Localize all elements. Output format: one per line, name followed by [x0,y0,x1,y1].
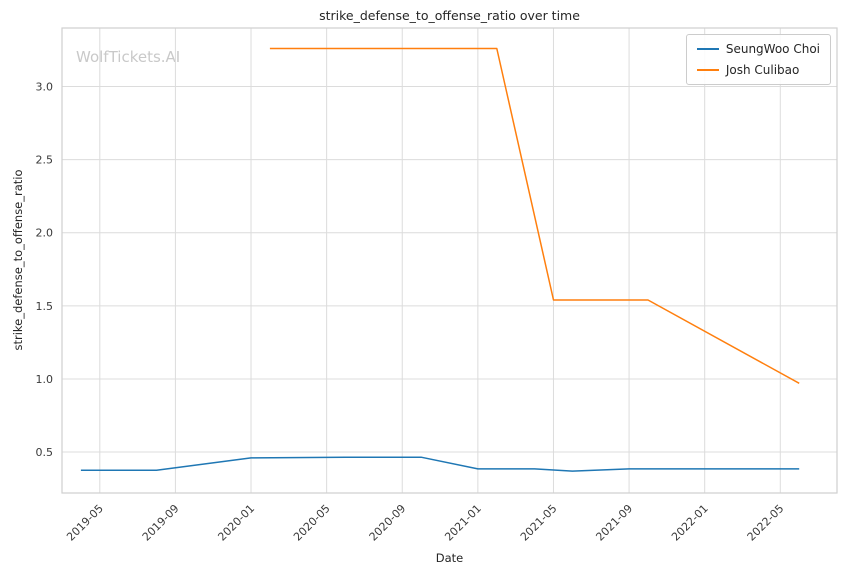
x-axis-label: Date [435,551,464,565]
y-tick-label: 0.5 [36,446,54,459]
y-tick-label: 2.5 [36,154,54,167]
y-tick-label: 2.0 [36,227,54,240]
x-tick-label: 2021-09 [593,502,635,544]
x-tick-label: 2022-01 [669,502,711,544]
x-tick-label: 2021-05 [518,502,560,544]
watermark: WolfTickets.AI [76,48,181,66]
y-tick-label: 1.5 [36,300,54,313]
y-tick-label: 1.0 [36,373,54,386]
x-tick-label: 2020-05 [291,502,333,544]
legend-label: Josh Culibao [725,63,800,77]
legend-item: Josh Culibao [696,63,820,77]
x-tick-label: 2019-09 [140,502,182,544]
y-axis-label: strike_defense_to_offense_ratio [11,169,25,351]
x-tick-label: 2021-01 [442,502,484,544]
legend-swatch [696,48,719,50]
x-tick-label: 2020-01 [215,502,257,544]
axes-frame [61,27,838,494]
x-tick-label: 2022-05 [745,502,787,544]
series-line-1 [269,47,800,384]
legend-label: SeungWoo Choi [725,42,820,56]
chart-title: strike_defense_to_offense_ratio over tim… [319,8,580,23]
legend-swatch [696,69,719,71]
legend: SeungWoo Choi Josh Culibao [685,34,831,85]
x-tick-label: 2019-05 [64,502,106,544]
series-line-0 [80,456,800,472]
legend-item: SeungWoo Choi [696,42,820,56]
y-tick-label: 3.0 [36,80,54,93]
x-tick-label: 2020-09 [367,502,409,544]
